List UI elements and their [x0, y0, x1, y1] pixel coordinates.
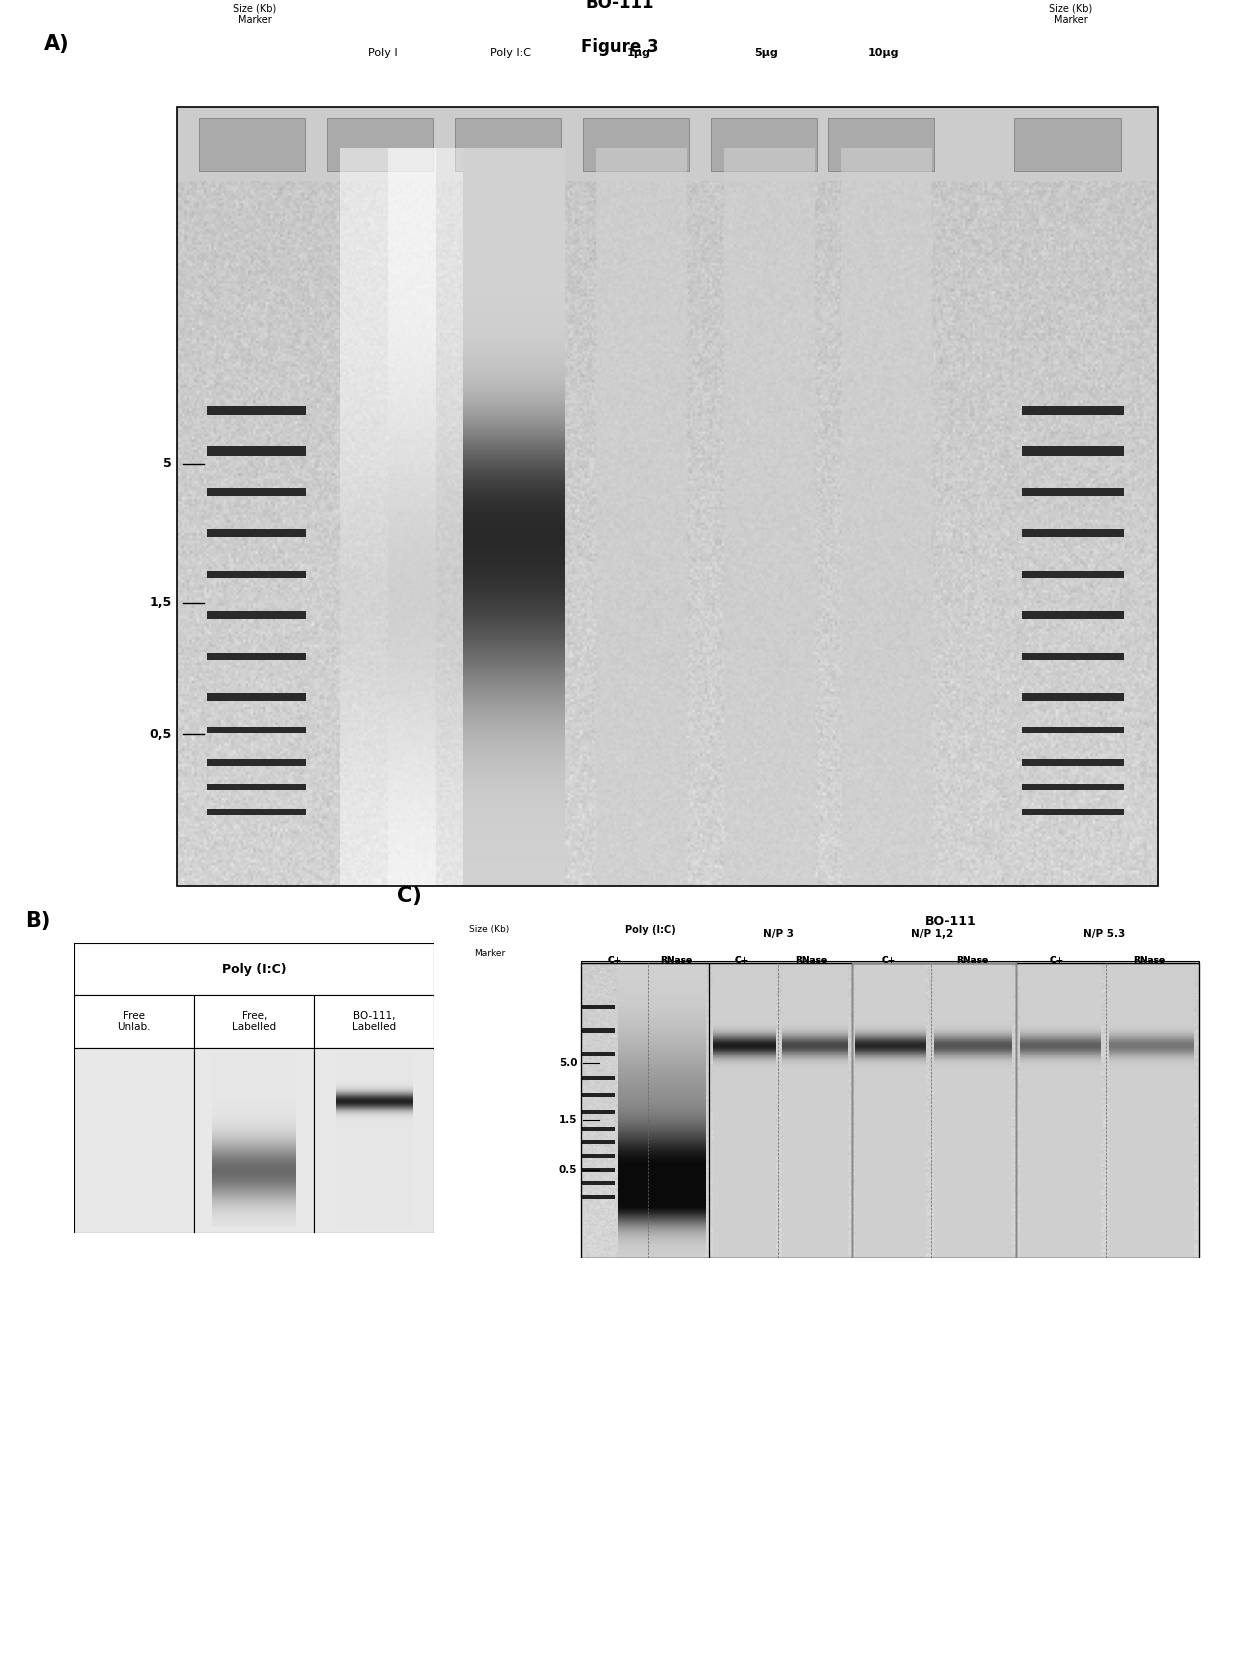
- Text: Poly I:C: Poly I:C: [490, 48, 531, 58]
- Bar: [580, 1092, 615, 1097]
- Text: 1.5: 1.5: [559, 1115, 578, 1125]
- Bar: [207, 447, 306, 457]
- Bar: [580, 1127, 615, 1130]
- Bar: [326, 118, 433, 170]
- Bar: [580, 1195, 615, 1198]
- Bar: [1023, 760, 1123, 766]
- Bar: [580, 1167, 615, 1172]
- Bar: [1023, 405, 1123, 415]
- Bar: [1023, 693, 1123, 700]
- Bar: [580, 1076, 615, 1081]
- Bar: [580, 1182, 615, 1185]
- Text: RNase: RNase: [1133, 957, 1166, 965]
- Bar: [580, 963, 1199, 1258]
- Text: N/P 5.3: N/P 5.3: [1083, 928, 1125, 938]
- Bar: [314, 1048, 434, 1233]
- Bar: [207, 611, 306, 619]
- Text: 0.5: 0.5: [559, 1165, 578, 1175]
- Text: 5.0: 5.0: [559, 1058, 578, 1067]
- Bar: [580, 1111, 615, 1114]
- Bar: [580, 1053, 615, 1056]
- Bar: [207, 405, 306, 415]
- Bar: [1023, 727, 1123, 733]
- Text: Poly (I:C): Poly (I:C): [222, 963, 286, 976]
- Bar: [1014, 118, 1121, 170]
- Text: Free,
Labelled: Free, Labelled: [232, 1011, 277, 1033]
- Text: Size (Kb)
Marker: Size (Kb) Marker: [233, 3, 277, 25]
- Bar: [207, 727, 306, 733]
- Text: 5: 5: [164, 457, 172, 470]
- Bar: [207, 784, 306, 789]
- Bar: [1023, 809, 1123, 814]
- Text: RNase: RNase: [956, 957, 988, 965]
- Text: BO-111,
Labelled: BO-111, Labelled: [352, 1011, 396, 1033]
- Bar: [195, 1048, 314, 1233]
- Bar: [207, 693, 306, 700]
- Text: BO-111: BO-111: [925, 915, 976, 928]
- Text: C): C): [397, 885, 422, 905]
- Bar: [74, 943, 434, 996]
- Text: RNase: RNase: [956, 957, 988, 965]
- Text: 1,5: 1,5: [150, 596, 172, 609]
- Bar: [198, 118, 305, 170]
- Bar: [455, 118, 562, 170]
- Bar: [580, 1154, 615, 1158]
- Bar: [583, 118, 689, 170]
- Text: C+: C+: [608, 957, 621, 965]
- Bar: [177, 108, 1158, 180]
- Bar: [1023, 571, 1123, 578]
- Text: 0,5: 0,5: [150, 728, 172, 740]
- Text: B): B): [25, 910, 50, 930]
- Text: C+: C+: [608, 957, 621, 965]
- Bar: [74, 1048, 195, 1233]
- Bar: [207, 530, 306, 538]
- Bar: [1023, 530, 1123, 538]
- Text: N/P 3: N/P 3: [763, 928, 794, 938]
- Text: C+: C+: [1049, 957, 1064, 965]
- Bar: [580, 962, 1199, 963]
- Bar: [1023, 652, 1123, 660]
- Text: Figure 3: Figure 3: [582, 38, 658, 56]
- Text: RNase: RNase: [660, 957, 692, 965]
- Bar: [1023, 611, 1123, 619]
- Text: C+: C+: [1049, 957, 1064, 965]
- Bar: [195, 995, 314, 1048]
- Bar: [207, 652, 306, 660]
- Text: N/P 1,2: N/P 1,2: [911, 928, 954, 938]
- Text: C+: C+: [882, 957, 895, 965]
- Text: 10μg: 10μg: [868, 48, 899, 58]
- Bar: [1023, 447, 1123, 457]
- Bar: [207, 809, 306, 814]
- Text: RNase: RNase: [795, 957, 827, 965]
- Bar: [711, 118, 817, 170]
- Text: RNase: RNase: [660, 957, 692, 965]
- Bar: [207, 488, 306, 496]
- Bar: [1023, 784, 1123, 789]
- Text: Marker: Marker: [474, 948, 505, 958]
- Text: Free
Unlab.: Free Unlab.: [118, 1011, 151, 1033]
- Bar: [207, 571, 306, 578]
- Text: C+: C+: [882, 957, 895, 965]
- Text: Poly (I:C): Poly (I:C): [625, 925, 676, 935]
- Bar: [1023, 488, 1123, 496]
- Text: BO-111: BO-111: [585, 0, 655, 12]
- Text: RNase: RNase: [1133, 957, 1166, 965]
- Text: A): A): [43, 33, 69, 53]
- Bar: [852, 963, 1017, 1258]
- Text: Size (Kb): Size (Kb): [470, 925, 510, 935]
- Text: Poly I: Poly I: [368, 48, 397, 58]
- Bar: [580, 1028, 615, 1033]
- Text: 5μg: 5μg: [755, 48, 779, 58]
- Text: RNase: RNase: [795, 957, 827, 965]
- Bar: [74, 995, 195, 1048]
- Bar: [580, 1140, 615, 1145]
- Bar: [314, 995, 434, 1048]
- Text: C+: C+: [735, 957, 749, 965]
- Text: C+: C+: [735, 957, 749, 965]
- Text: Size (Kb)
Marker: Size (Kb) Marker: [1049, 3, 1092, 25]
- Bar: [207, 760, 306, 766]
- Text: 1μg: 1μg: [626, 48, 651, 58]
- Bar: [580, 1005, 615, 1010]
- Bar: [828, 118, 935, 170]
